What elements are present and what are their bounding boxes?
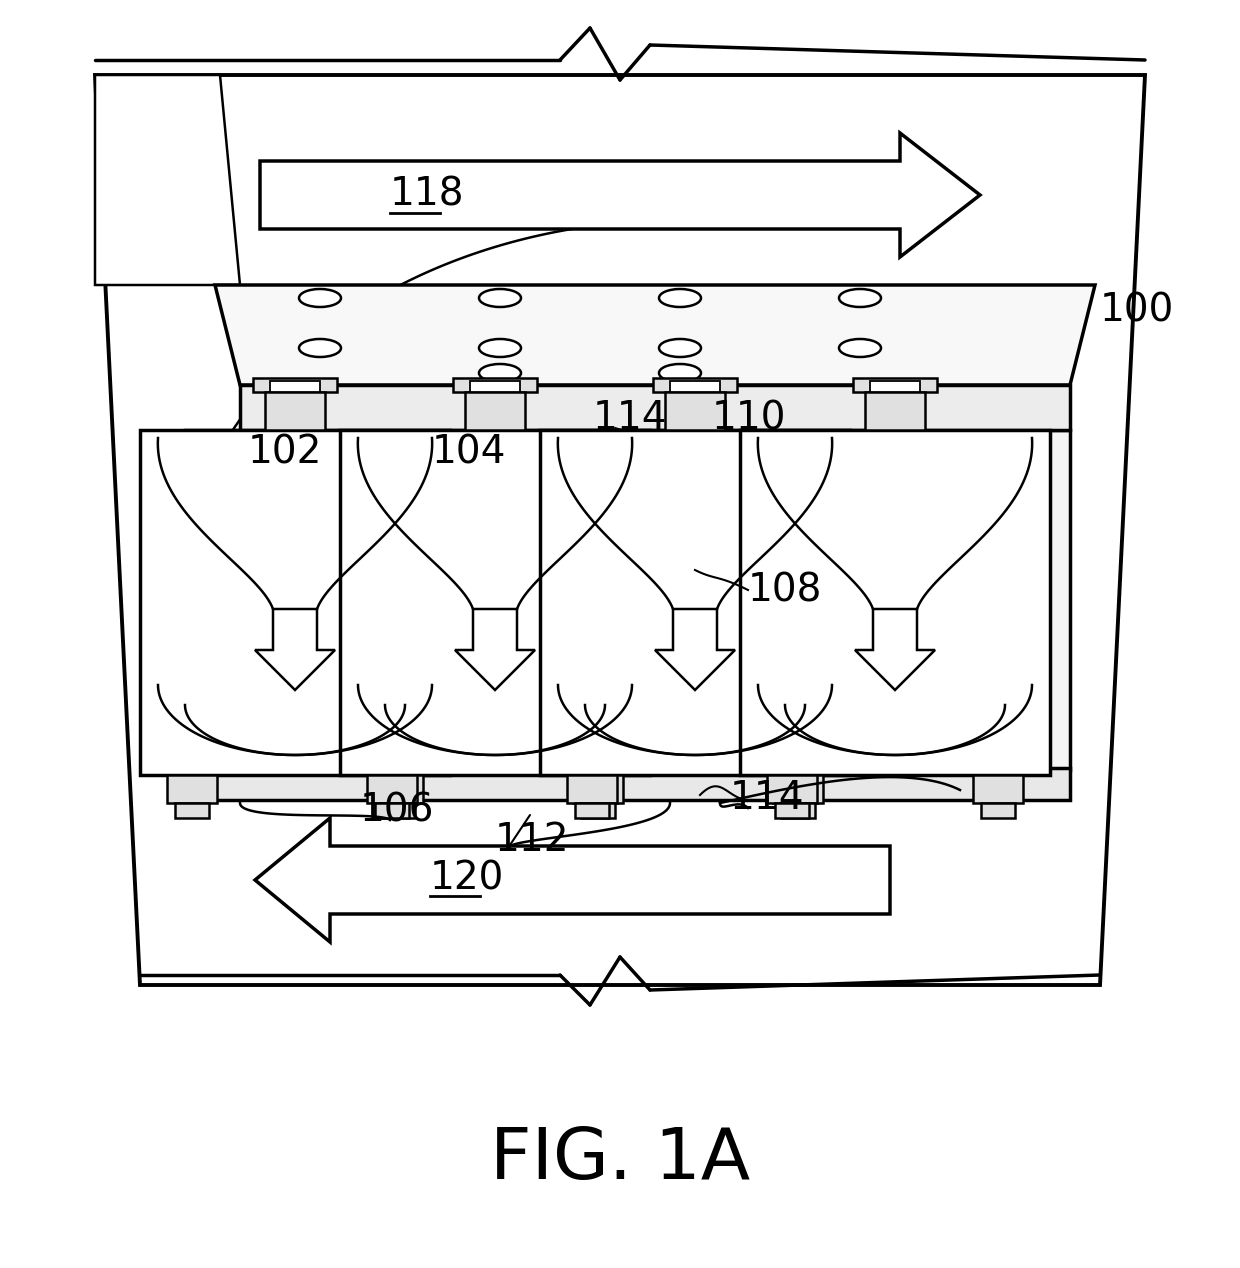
Polygon shape (981, 803, 1016, 818)
Polygon shape (573, 775, 622, 803)
Polygon shape (241, 385, 1070, 430)
Text: 104: 104 (432, 434, 506, 472)
Text: 114: 114 (730, 779, 805, 817)
Polygon shape (575, 803, 609, 818)
Ellipse shape (299, 339, 341, 358)
Polygon shape (539, 430, 849, 775)
Ellipse shape (299, 289, 341, 307)
Polygon shape (340, 430, 650, 775)
Polygon shape (856, 609, 935, 690)
Ellipse shape (479, 364, 521, 382)
Polygon shape (255, 609, 335, 690)
Polygon shape (373, 775, 423, 803)
Polygon shape (665, 392, 725, 430)
Polygon shape (455, 609, 534, 690)
Polygon shape (255, 818, 890, 942)
Ellipse shape (658, 339, 701, 358)
Ellipse shape (658, 289, 701, 307)
Ellipse shape (839, 289, 880, 307)
Polygon shape (185, 768, 1070, 800)
Polygon shape (655, 609, 735, 690)
Polygon shape (253, 378, 337, 392)
Text: 120: 120 (430, 858, 505, 896)
Polygon shape (265, 392, 325, 430)
Text: 112: 112 (495, 820, 569, 858)
Polygon shape (367, 775, 417, 803)
Polygon shape (140, 430, 450, 775)
Polygon shape (270, 380, 320, 392)
Polygon shape (95, 75, 1145, 985)
Polygon shape (853, 378, 937, 392)
Text: FIG. 1A: FIG. 1A (490, 1126, 750, 1194)
Text: 102: 102 (248, 434, 322, 472)
Polygon shape (453, 378, 537, 392)
Polygon shape (973, 775, 1023, 803)
Polygon shape (870, 380, 920, 392)
Text: 100: 100 (1100, 290, 1174, 328)
Polygon shape (670, 380, 720, 392)
Polygon shape (374, 803, 409, 818)
Polygon shape (175, 803, 210, 818)
Polygon shape (95, 75, 241, 285)
Ellipse shape (839, 339, 880, 358)
Ellipse shape (479, 289, 521, 307)
Polygon shape (775, 803, 808, 818)
Polygon shape (381, 803, 415, 818)
Polygon shape (260, 133, 980, 257)
Polygon shape (215, 285, 1095, 385)
Polygon shape (185, 430, 1070, 770)
Polygon shape (773, 775, 823, 803)
Polygon shape (470, 380, 520, 392)
Text: 106: 106 (360, 791, 434, 829)
Polygon shape (567, 775, 618, 803)
Ellipse shape (479, 339, 521, 358)
Polygon shape (167, 775, 217, 803)
Polygon shape (866, 392, 925, 430)
Text: 108: 108 (748, 571, 822, 609)
Polygon shape (781, 803, 815, 818)
Text: 114: 114 (593, 399, 667, 437)
Polygon shape (582, 803, 615, 818)
Polygon shape (740, 430, 1050, 775)
Text: 110: 110 (712, 399, 786, 437)
Polygon shape (465, 392, 525, 430)
Text: 118: 118 (391, 176, 465, 214)
Ellipse shape (658, 364, 701, 382)
Polygon shape (653, 378, 737, 392)
Polygon shape (768, 775, 817, 803)
